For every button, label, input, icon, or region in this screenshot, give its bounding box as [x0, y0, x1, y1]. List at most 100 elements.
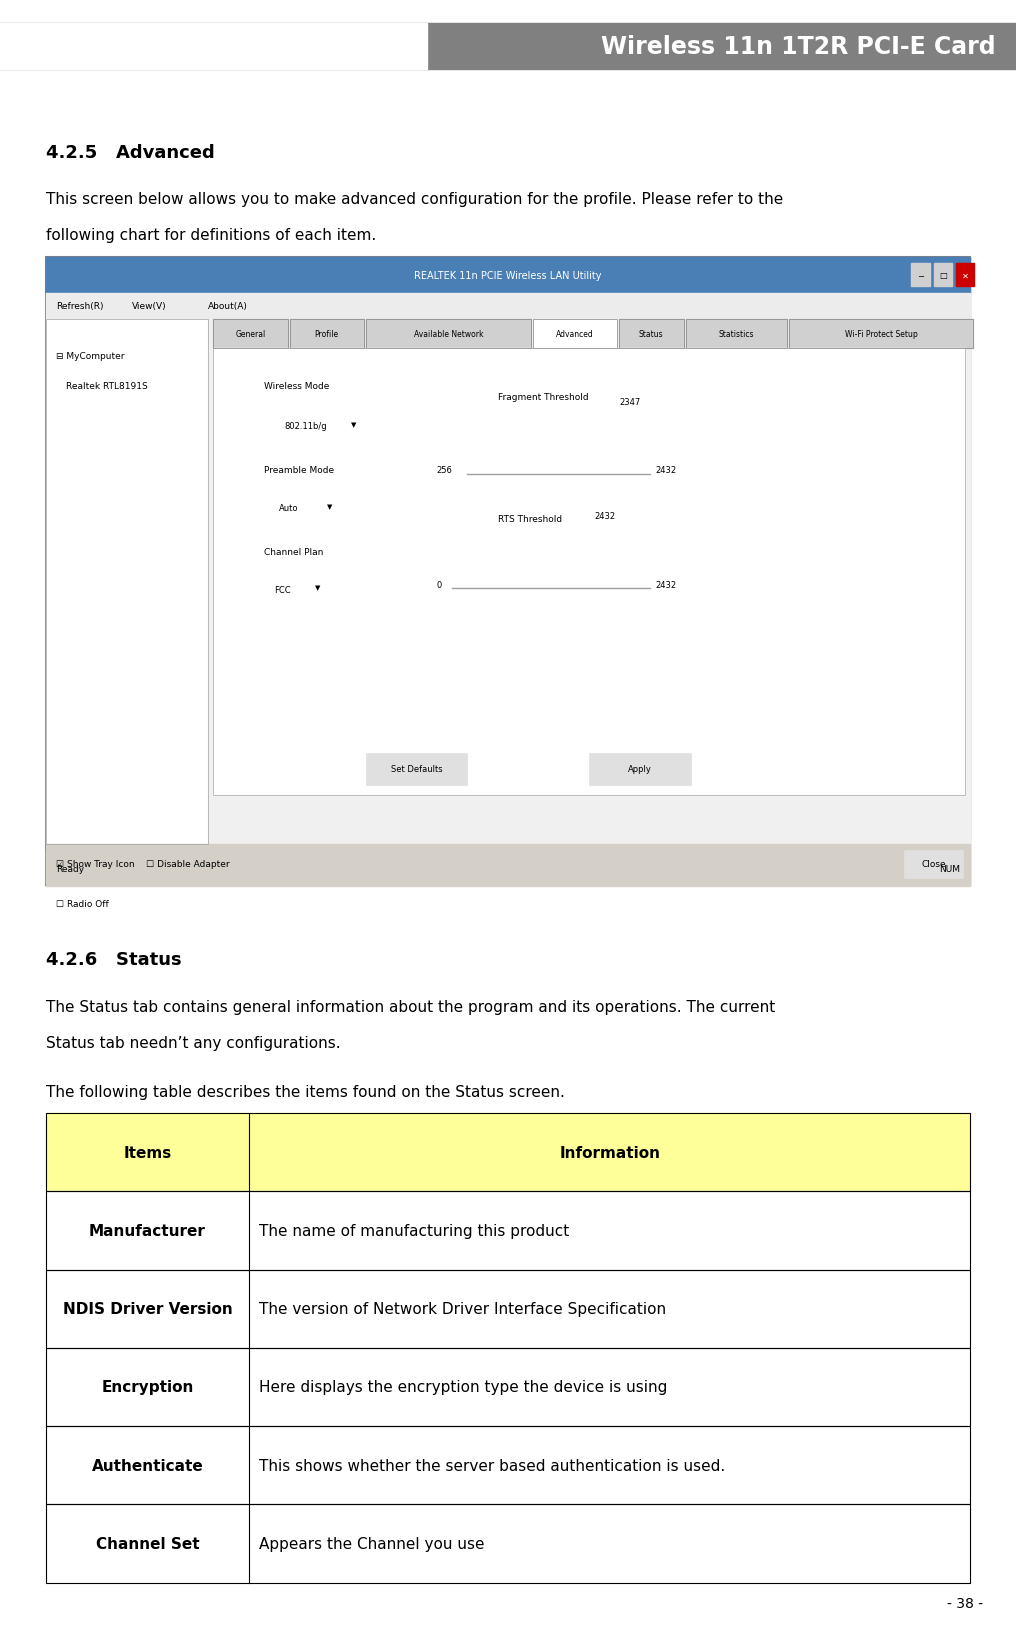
Bar	[208, 319, 970, 844]
Text: The Status tab contains general information about the program and its operations: The Status tab contains general informat…	[46, 999, 775, 1014]
Text: ☑ Show Tray Icon    ☐ Disable Adapter: ☑ Show Tray Icon ☐ Disable Adapter	[56, 859, 230, 869]
Bar	[213, 319, 288, 349]
Bar	[599, 383, 655, 412]
Text: Auto: Auto	[279, 504, 299, 513]
Bar	[46, 1270, 970, 1348]
Text: Status tab needn’t any configurations.: Status tab needn’t any configurations.	[46, 1035, 340, 1050]
Text: □: □	[939, 271, 947, 280]
Text: Authenticate: Authenticate	[91, 1457, 203, 1474]
Text: Available Network: Available Network	[414, 329, 484, 339]
Bar	[619, 319, 684, 349]
Bar	[533, 319, 617, 349]
Text: ⊟ MyComputer: ⊟ MyComputer	[56, 352, 124, 362]
Bar	[213, 349, 965, 795]
Bar	[366, 753, 467, 786]
Text: following chart for definitions of each item.: following chart for definitions of each …	[46, 228, 376, 243]
Bar	[619, 319, 684, 349]
Text: Information: Information	[559, 1144, 660, 1161]
Text: Refresh(R): Refresh(R)	[56, 302, 104, 311]
Text: Encryption: Encryption	[102, 1379, 194, 1395]
Text: Channel Plan: Channel Plan	[264, 548, 323, 557]
Text: Close: Close	[922, 859, 946, 869]
Text: Statistics: Statistics	[719, 329, 754, 339]
Text: 0: 0	[437, 580, 442, 590]
Bar	[789, 319, 973, 349]
Text: This shows whether the server based authentication is used.: This shows whether the server based auth…	[259, 1457, 725, 1474]
Text: Wireless 11n 1T2R PCI-E Card: Wireless 11n 1T2R PCI-E Card	[601, 36, 996, 59]
Text: Fragment Threshold: Fragment Threshold	[498, 393, 588, 403]
Text: The name of manufacturing this product: The name of manufacturing this product	[259, 1222, 570, 1239]
Bar	[904, 851, 963, 879]
Bar	[46, 1192, 970, 1270]
Bar	[254, 408, 356, 437]
Text: ☐ Radio Off: ☐ Radio Off	[56, 900, 109, 910]
Bar	[0, 24, 427, 70]
Text: Channel Set: Channel Set	[96, 1535, 199, 1552]
Bar	[213, 349, 965, 795]
Bar	[46, 258, 970, 885]
Text: Set Defaults: Set Defaults	[391, 764, 442, 774]
Bar	[533, 319, 617, 349]
Bar	[46, 1426, 970, 1504]
Bar	[366, 319, 531, 349]
Text: 2347: 2347	[620, 398, 641, 408]
Text: - 38 -: - 38 -	[947, 1596, 983, 1610]
Bar	[46, 844, 970, 883]
Bar	[46, 1270, 970, 1348]
Bar	[290, 319, 364, 349]
Bar	[46, 1192, 970, 1270]
Bar	[686, 319, 787, 349]
Bar	[46, 258, 970, 885]
Text: ─: ─	[918, 271, 923, 280]
Text: 2432: 2432	[594, 512, 616, 522]
Text: ▼: ▼	[351, 422, 356, 429]
Text: Manufacturer: Manufacturer	[89, 1222, 206, 1239]
Text: Apply: Apply	[628, 764, 652, 774]
Bar	[46, 293, 970, 319]
Text: Items: Items	[123, 1144, 172, 1161]
Text: 4.2.6   Status: 4.2.6 Status	[46, 950, 181, 968]
Bar	[584, 494, 640, 523]
Text: View(V): View(V)	[132, 302, 167, 311]
Bar	[46, 851, 970, 887]
Text: ▼: ▼	[327, 504, 332, 510]
Bar	[46, 1113, 970, 1192]
Bar	[213, 319, 288, 349]
Bar	[46, 1348, 970, 1426]
Bar	[366, 319, 531, 349]
Bar	[934, 264, 952, 287]
Text: Here displays the encryption type the device is using: Here displays the encryption type the de…	[259, 1379, 668, 1395]
Bar	[589, 753, 691, 786]
Text: NDIS Driver Version: NDIS Driver Version	[63, 1301, 233, 1317]
Text: Ready: Ready	[56, 864, 84, 874]
Text: RTS Threshold: RTS Threshold	[498, 515, 562, 525]
Text: Appears the Channel you use: Appears the Channel you use	[259, 1535, 485, 1552]
Text: Advanced: Advanced	[556, 329, 594, 339]
Text: Status: Status	[639, 329, 663, 339]
Bar	[254, 489, 335, 518]
Bar	[911, 264, 930, 287]
Text: The following table describes the items found on the Status screen.: The following table describes the items …	[46, 1084, 565, 1099]
Text: 256: 256	[437, 466, 453, 476]
Text: Wireless Mode: Wireless Mode	[264, 381, 329, 391]
Text: About(A): About(A)	[208, 302, 248, 311]
Text: 802.11b/g: 802.11b/g	[284, 422, 327, 432]
Bar	[46, 258, 970, 293]
Bar	[46, 319, 208, 844]
Text: NUM: NUM	[939, 864, 960, 874]
Bar	[46, 1426, 970, 1504]
Text: 4.2.5   Advanced: 4.2.5 Advanced	[46, 143, 214, 161]
Text: Realtek RTL8191S: Realtek RTL8191S	[66, 381, 147, 391]
Bar	[254, 570, 325, 600]
Text: 2432: 2432	[655, 580, 677, 590]
Text: This screen below allows you to make advanced configuration for the profile. Ple: This screen below allows you to make adv…	[46, 192, 783, 207]
Text: REALTEK 11n PCIE Wireless LAN Utility: REALTEK 11n PCIE Wireless LAN Utility	[415, 271, 601, 280]
Bar	[956, 264, 974, 287]
Text: ✕: ✕	[962, 271, 968, 280]
Text: FCC: FCC	[274, 585, 291, 595]
Text: The version of Network Driver Interface Specification: The version of Network Driver Interface …	[259, 1301, 666, 1317]
Bar	[686, 319, 787, 349]
Bar	[290, 319, 364, 349]
Bar	[46, 1348, 970, 1426]
Bar	[789, 319, 973, 349]
